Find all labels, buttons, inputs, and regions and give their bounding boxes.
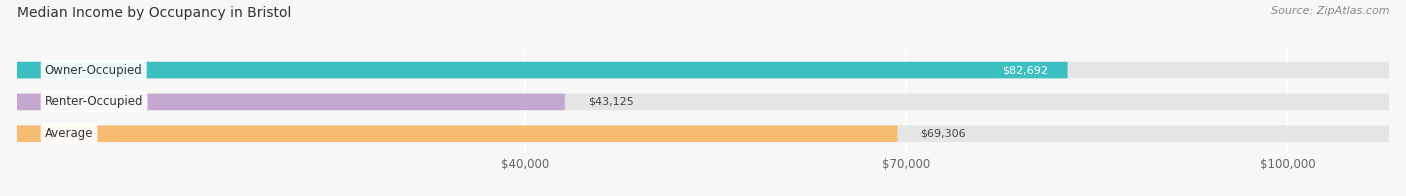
FancyBboxPatch shape xyxy=(17,125,1389,142)
FancyBboxPatch shape xyxy=(17,94,1389,110)
Text: Source: ZipAtlas.com: Source: ZipAtlas.com xyxy=(1271,6,1389,16)
Text: $43,125: $43,125 xyxy=(588,97,634,107)
Text: $69,306: $69,306 xyxy=(921,129,966,139)
Text: Median Income by Occupancy in Bristol: Median Income by Occupancy in Bristol xyxy=(17,6,291,20)
Text: Renter-Occupied: Renter-Occupied xyxy=(45,95,143,108)
FancyBboxPatch shape xyxy=(17,62,1389,78)
FancyBboxPatch shape xyxy=(17,125,897,142)
Text: $82,692: $82,692 xyxy=(1002,65,1049,75)
FancyBboxPatch shape xyxy=(17,62,1067,78)
FancyBboxPatch shape xyxy=(17,94,565,110)
Text: Average: Average xyxy=(45,127,93,140)
Text: Owner-Occupied: Owner-Occupied xyxy=(45,64,142,77)
